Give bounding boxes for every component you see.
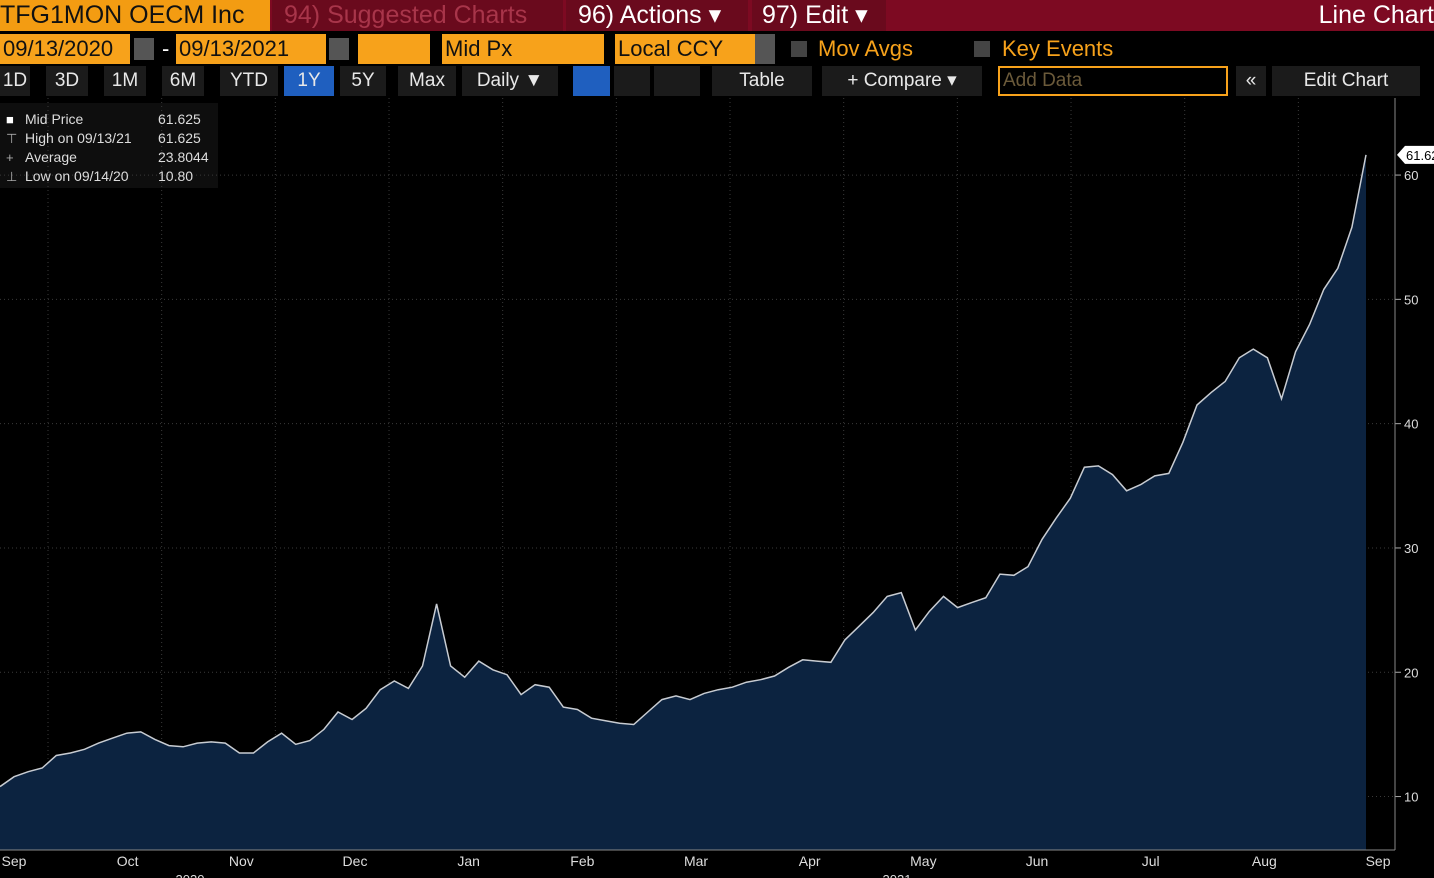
legend-symbol: ⊥: [6, 169, 17, 184]
end-date[interactable]: 09/13/2021: [176, 34, 326, 64]
range-button[interactable]: 1Y: [284, 66, 334, 96]
menu-item[interactable]: 96) Actions ▾: [566, 0, 748, 31]
x-tick-label: Jul: [1142, 853, 1160, 869]
bar-chart-icon[interactable]: [614, 66, 650, 96]
x-tick-label: Aug: [1252, 853, 1277, 869]
collapse-button[interactable]: «: [1236, 66, 1266, 96]
range-button[interactable]: 5Y: [340, 66, 386, 96]
calendar-icon[interactable]: [134, 38, 154, 60]
key-events[interactable]: Key Events: [1002, 36, 1114, 61]
chart: Sep Oct Nov Dec Jan Feb Mar Apr May Jun Jul Aug Sep 2…: [0, 98, 1434, 878]
start-date[interactable]: 09/13/2020: [0, 34, 130, 64]
legend-value: 10.80: [158, 168, 193, 184]
checkbox[interactable]: [791, 41, 807, 57]
x-tick-label: Jun: [1026, 853, 1049, 869]
x-tick-label: Jan: [457, 853, 480, 869]
area: [0, 154, 1366, 850]
x-tick-label: Feb: [570, 853, 594, 869]
year-label: 2021: [883, 872, 912, 878]
y-tick-label: 10: [1404, 790, 1418, 805]
add-data-input[interactable]: Add Data: [998, 66, 1228, 96]
dropdown-button[interactable]: [755, 34, 775, 64]
dropdown-button[interactable]: [654, 66, 700, 96]
line: [0, 154, 1367, 788]
y-tick-label: 40: [1404, 417, 1418, 432]
last-value-tag: [1397, 145, 1434, 164]
legend-symbol: ■: [6, 112, 14, 127]
frequency-select[interactable]: Daily ▼: [462, 66, 558, 96]
range-button[interactable]: 1D: [0, 66, 30, 96]
edit-chart-button[interactable]: Edit Chart: [1272, 66, 1420, 96]
line-chart-icon[interactable]: [573, 66, 610, 96]
table-button[interactable]: Table: [712, 66, 812, 96]
legend-label: Average: [25, 149, 77, 165]
menu-item[interactable]: 97) Edit ▾: [752, 0, 886, 31]
compare-button[interactable]: + Compare ▾: [822, 66, 982, 96]
x-tick-label: Mar: [684, 853, 708, 869]
legend-box: [0, 103, 218, 188]
currency-select[interactable]: Local CCY: [615, 34, 755, 64]
field-select[interactable]: Mid Px: [442, 34, 604, 64]
y-tick-label: 60: [1404, 168, 1418, 183]
x-tick-label: May: [910, 853, 936, 869]
x-tick-label: Nov: [229, 853, 254, 869]
x-tick-label: Sep: [2, 853, 27, 869]
y-tick-label: 30: [1404, 541, 1418, 556]
legend-label: Mid Price: [25, 111, 84, 127]
year-label: 2020: [176, 872, 205, 878]
date-separator: -: [162, 36, 170, 61]
legend-value: 61.625: [158, 130, 201, 146]
legend-label: High on 09/13/21: [25, 130, 132, 146]
blank-field[interactable]: [358, 34, 430, 64]
range-button[interactable]: Max: [398, 66, 456, 96]
x-tick-label: Apr: [799, 853, 821, 869]
x-tick-label: Oct: [117, 853, 139, 869]
y-tick-label: 50: [1404, 292, 1418, 307]
ticker[interactable]: TFG1MON OECM Inc: [0, 0, 270, 31]
checkbox[interactable]: [974, 41, 990, 57]
legend-symbol: +: [6, 150, 14, 165]
range-button[interactable]: 3D: [46, 66, 88, 96]
y-tick-label: 20: [1404, 665, 1418, 680]
legend-value: 61.625: [158, 111, 201, 127]
x-tick-label: Dec: [343, 853, 368, 869]
legend-value: 23.8044: [158, 149, 209, 165]
range-button[interactable]: 6M: [162, 66, 204, 96]
mov-avgs[interactable]: Mov Avgs: [818, 36, 913, 61]
last-value-label: 61.625: [1406, 148, 1434, 163]
menu-item[interactable]: 94) Suggested Charts: [272, 0, 563, 31]
legend-symbol: ⊤: [6, 131, 17, 146]
legend-label: Low on 09/14/20: [25, 168, 129, 184]
chart-mode: Line Chart: [1318, 1, 1434, 29]
range-button[interactable]: 1M: [104, 66, 146, 96]
range-button[interactable]: YTD: [220, 66, 278, 96]
x-tick-label: Sep: [1366, 853, 1391, 869]
calendar-icon[interactable]: [329, 38, 349, 60]
